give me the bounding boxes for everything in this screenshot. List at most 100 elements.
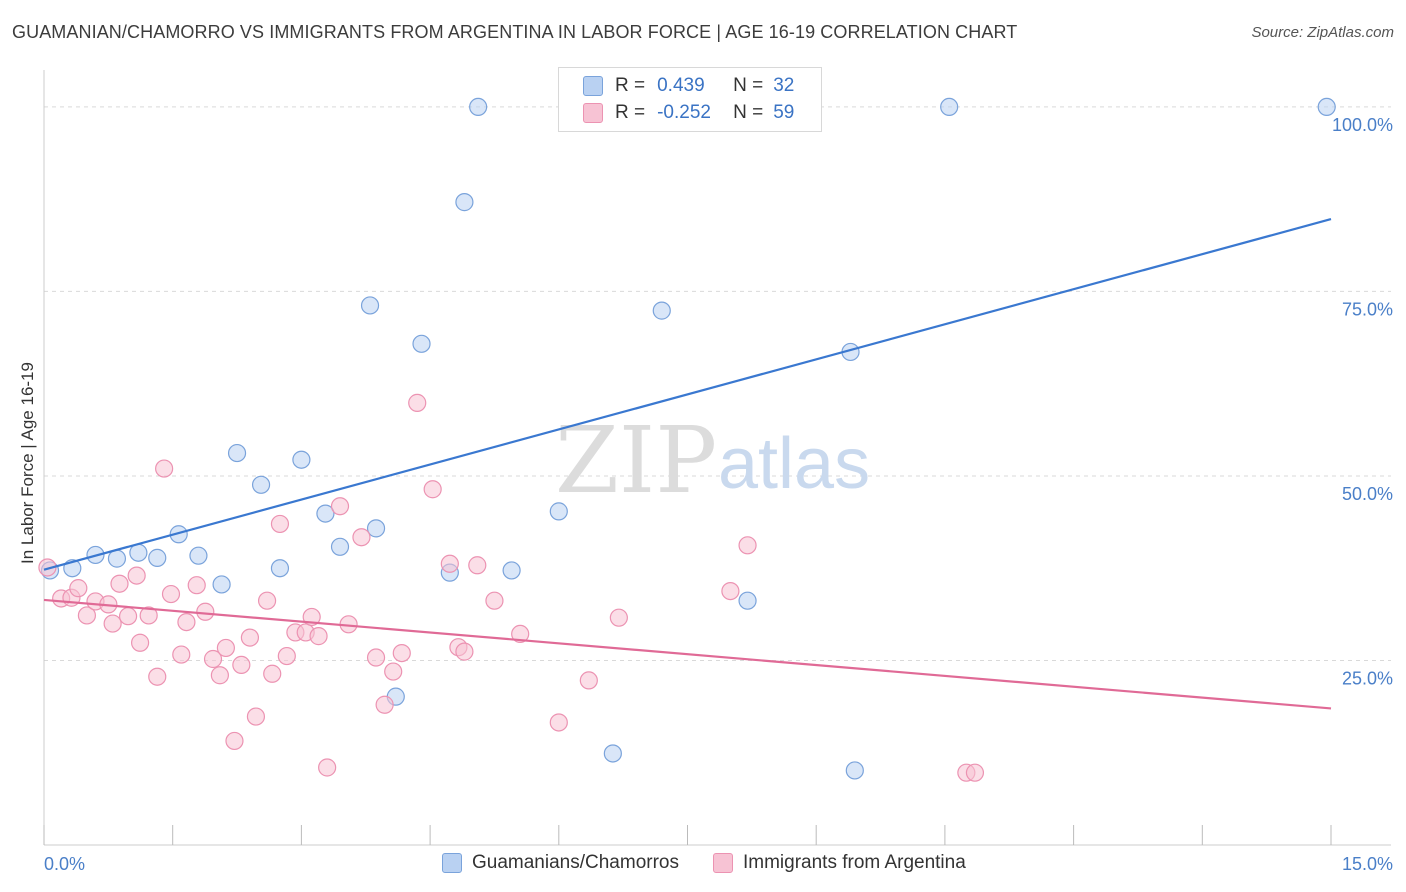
guamanian-point: [603, 744, 622, 763]
argentina-point: [257, 591, 277, 610]
argentina-point: [511, 624, 530, 644]
guamanian-point: [549, 502, 568, 521]
argentina-point: [118, 607, 138, 626]
argentina-point: [609, 608, 628, 627]
argentina-point: [203, 649, 223, 669]
argentina-point: [246, 707, 266, 726]
tick-labels: 25.0% 50.0% 75.0% 100.0% 0.0% 15.0%: [44, 115, 1393, 874]
legend-n-value: 32: [773, 75, 795, 96]
guamanian-point: [251, 475, 271, 494]
argentina-point: [455, 642, 474, 661]
argentina-point: [423, 480, 442, 499]
argentina-point: [277, 646, 296, 666]
grid-lines: [44, 106, 1391, 661]
argentina-point: [148, 667, 167, 686]
guamanian-point: [316, 504, 335, 523]
argentina-trend-line: [43, 598, 1332, 710]
argentina-point: [240, 628, 260, 647]
argentina-point: [103, 614, 122, 633]
guamanian-point: [1317, 97, 1336, 117]
argentina-point: [330, 497, 350, 516]
guamanian-point: [412, 334, 431, 353]
argentina-point: [270, 514, 290, 534]
argentina-point: [155, 459, 174, 478]
argentina-point: [738, 536, 757, 555]
guamanian-point: [455, 193, 474, 212]
legend-row-argentina: R = -0.252 N = 59: [583, 100, 794, 126]
argentina-point: [177, 612, 196, 632]
legend-r-label: R =: [615, 75, 646, 96]
argentina-point: [549, 713, 568, 732]
guamanian-point: [107, 549, 127, 568]
guamanian-point: [270, 559, 290, 578]
argentina-point: [232, 655, 251, 675]
guamanian-point: [330, 537, 350, 556]
argentina-point: [130, 633, 150, 652]
argentina-point: [161, 584, 181, 604]
y-tick-label: 25.0%: [1342, 668, 1393, 688]
legend-r-label: R =: [615, 102, 646, 123]
argentina-point: [485, 591, 504, 610]
argentina-point: [263, 664, 282, 683]
guamanian-point: [292, 450, 311, 469]
argentina-point: [210, 666, 229, 685]
argentina-point: [69, 579, 88, 598]
argentina-point: [392, 643, 411, 663]
legend-swatch-blue: [583, 76, 603, 96]
guamanian-point: [738, 591, 757, 610]
legend-swatch-blue: [442, 853, 462, 873]
legend-n-label: N =: [733, 75, 764, 96]
legend-item-argentina: Immigrants from Argentina: [712, 852, 966, 874]
guamanian-point: [189, 546, 208, 565]
guamanian-point: [940, 97, 959, 117]
argentina-point: [366, 648, 386, 667]
guamanian-point: [845, 761, 864, 780]
axes: [43, 70, 1391, 846]
trend-lines: [43, 218, 1332, 710]
watermark-zip: ZIP: [555, 407, 717, 514]
stats-legend: R = 0.439 N = 32 R = -0.252 N = 59: [558, 67, 822, 132]
series-legend: Guamanians/Chamorros Immigrants from Arg…: [442, 852, 1000, 874]
argentina-point: [196, 602, 215, 621]
guamanian-point: [129, 543, 148, 562]
argentina-point: [721, 581, 740, 601]
argentina-point: [216, 638, 235, 658]
chart-title: GUAMANIAN/CHAMORRO VS IMMIGRANTS FROM AR…: [12, 22, 1018, 42]
argentina-point: [440, 554, 459, 573]
guamanian-point: [212, 575, 231, 594]
legend-row-guamanian: R = 0.439 N = 32: [583, 73, 794, 99]
argentina-point: [384, 662, 403, 681]
argentina-point: [352, 528, 371, 547]
watermark-atlas: atlas: [718, 424, 870, 504]
chart-source: Source: ZipAtlas.com: [1251, 24, 1394, 41]
argentina-point: [375, 695, 394, 714]
legend-swatch-pink: [583, 103, 603, 123]
legend-item-guamanian: Guamanians/Chamorros: [442, 852, 679, 874]
argentina-point: [127, 566, 146, 585]
guamanian-point: [652, 301, 671, 320]
argentina-point: [225, 731, 244, 751]
legend-series-name: Guamanians/Chamorros: [472, 852, 679, 873]
argentina-point: [309, 627, 328, 646]
legend-r-value: -0.252: [657, 102, 711, 123]
y-tick-label: 50.0%: [1342, 484, 1393, 504]
guamanian-point: [469, 97, 488, 117]
guamanian-point: [360, 296, 380, 315]
argentina-point: [139, 606, 158, 625]
x-tick-label-max: 15.0%: [1342, 854, 1393, 874]
argentina-point: [579, 671, 598, 690]
argentina-point: [77, 606, 97, 625]
y-tick-label: 100.0%: [1332, 115, 1393, 135]
argentina-point: [110, 574, 129, 593]
argentina-point: [468, 556, 487, 575]
argentina-point: [172, 645, 191, 664]
data-points: [38, 97, 1336, 782]
legend-n-label: N =: [733, 102, 764, 123]
guamanian-point: [227, 443, 247, 463]
legend-n-value: 59: [773, 102, 795, 123]
argentina-point: [318, 758, 337, 777]
guamanian-point: [148, 548, 167, 567]
legend-series-name: Immigrants from Argentina: [742, 852, 966, 873]
guamanian-trend-line: [43, 218, 1332, 571]
